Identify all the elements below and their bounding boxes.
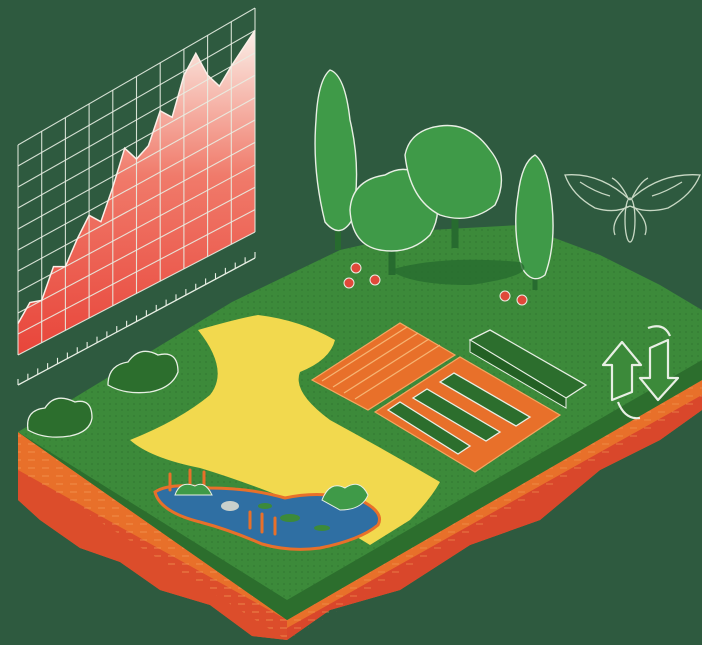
soil-texture-left xyxy=(18,432,287,640)
soil-texture-right xyxy=(287,380,702,640)
cypress-tree-left xyxy=(314,69,358,232)
chart-series-line xyxy=(17,29,256,324)
chart-gridline-horizontal xyxy=(17,209,256,335)
ground-block xyxy=(18,69,702,640)
chart-gridline-horizontal xyxy=(17,119,256,251)
pond xyxy=(153,484,381,551)
tree-shadow xyxy=(390,259,525,285)
chart-gridline-horizontal xyxy=(17,164,256,293)
lily-pads xyxy=(258,503,330,531)
chart-gridline-horizontal xyxy=(17,186,256,314)
pond-rock xyxy=(221,501,239,511)
chart-gridline-horizontal xyxy=(17,7,256,146)
chart-gridline-horizontal xyxy=(17,52,256,188)
pond-bushes xyxy=(174,483,369,511)
chart-gridline-horizontal xyxy=(17,141,256,272)
chart-gridline-horizontal xyxy=(17,74,256,209)
crop-rows xyxy=(386,372,532,455)
chart-gridline-horizontal xyxy=(17,29,256,167)
trees xyxy=(314,69,554,290)
reeds xyxy=(168,468,277,536)
chart-gridline-horizontal xyxy=(17,97,256,230)
fallen-fruits xyxy=(343,262,528,306)
round-tree-back xyxy=(404,124,503,219)
left-bushes xyxy=(26,350,179,438)
cypress-tree-right xyxy=(515,154,554,280)
chart-gridline-horizontal xyxy=(17,231,256,356)
moth-icon xyxy=(564,174,701,243)
cycle-arrows-icon xyxy=(601,325,680,420)
grass-texture xyxy=(18,225,702,620)
plowed-furrows xyxy=(321,326,441,400)
area-chart xyxy=(17,7,256,386)
